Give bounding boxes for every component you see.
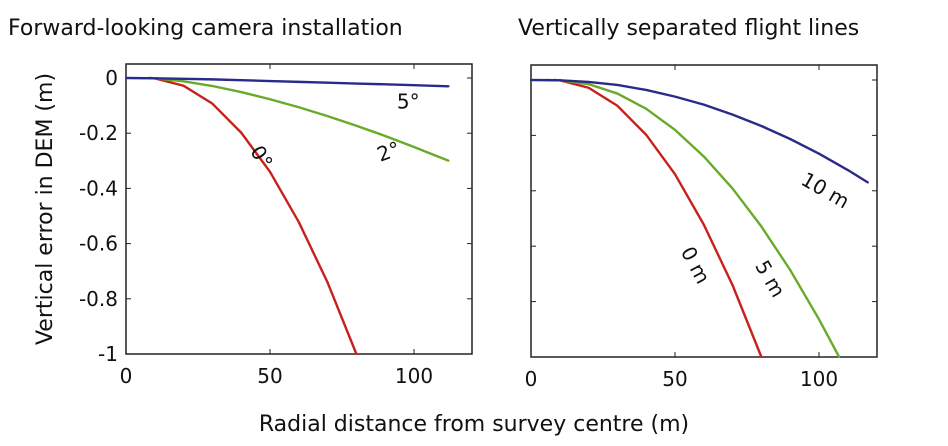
data-point [269, 80, 271, 83]
data-point [731, 113, 734, 116]
data-point [818, 152, 820, 155]
data-point [182, 80, 185, 83]
series-line [530, 78, 869, 184]
data-point [702, 103, 705, 106]
data-point [240, 79, 243, 82]
x-tick-label: 50 [257, 364, 282, 388]
data-point [240, 131, 243, 134]
data-point [447, 159, 450, 162]
data-point [616, 104, 619, 107]
data-point [731, 284, 734, 287]
data-point [674, 128, 676, 131]
x-tick-label: 0 [120, 364, 133, 388]
x-tick-label: 0 [525, 367, 538, 391]
data-point [413, 146, 415, 148]
series-label: 0 m [676, 242, 715, 287]
series-line [553, 78, 763, 358]
y-tick-label: -0.2 [79, 121, 118, 145]
y-axis-label: Vertical error in DEM (m) [33, 73, 58, 345]
data-point [384, 83, 387, 86]
data-point [355, 124, 358, 127]
data-point [645, 88, 648, 91]
data-point [587, 86, 590, 89]
data-point [558, 79, 561, 82]
data-point [846, 169, 849, 172]
left-chart-title: Forward-looking camera installation [8, 16, 403, 41]
data-point [240, 91, 243, 94]
data-point [818, 318, 820, 321]
y-tick-label: -1 [98, 342, 118, 366]
plot-frame [530, 64, 878, 358]
data-point [326, 281, 329, 284]
data-point [182, 84, 185, 87]
plot-frame [125, 63, 473, 355]
y-tick-label: -0.8 [79, 287, 118, 311]
data-point [182, 77, 185, 80]
data-point [674, 95, 676, 98]
x-tick-label: 50 [662, 367, 687, 391]
series-label: 10 m [797, 167, 853, 213]
data-point [789, 269, 792, 272]
data-point [789, 138, 792, 141]
data-point [530, 79, 532, 81]
y-tick-label: -0.4 [79, 176, 118, 200]
data-point [125, 77, 127, 79]
data-point [269, 98, 271, 101]
data-point [587, 83, 590, 86]
data-point [326, 81, 329, 84]
data-point [384, 134, 387, 137]
data-point [211, 102, 214, 105]
data-point [760, 356, 763, 358]
data-point [702, 155, 705, 158]
series-line [148, 76, 358, 355]
data-point [326, 115, 329, 118]
data-point [702, 223, 705, 226]
data-point [645, 133, 648, 136]
data-point [616, 92, 619, 95]
data-point [297, 221, 300, 224]
data-point [866, 181, 869, 184]
data-point [297, 106, 300, 109]
y-tick-label: -0.6 [79, 232, 118, 256]
data-point [838, 356, 841, 358]
data-point [731, 187, 734, 190]
data-point [153, 77, 156, 80]
data-point [447, 85, 450, 88]
series-line [545, 78, 841, 358]
data-point [760, 225, 763, 228]
data-point [616, 83, 619, 86]
data-point [211, 78, 214, 81]
x-tick-label: 100 [395, 364, 433, 388]
data-point [413, 84, 415, 87]
left-chart: 0 50 100 0 -0.2 -0.4 -0.6 -0.8 -1 Vertical error … [33, 63, 473, 388]
x-axis-label: Radial distance from survey centre (m) [258, 412, 690, 437]
series-line [125, 76, 449, 88]
data-point [269, 170, 271, 173]
data-point [645, 107, 648, 110]
data-point [211, 85, 214, 88]
right-chart-title: Vertically separated flight lines [518, 16, 860, 41]
x-tick-label: 100 [800, 367, 838, 391]
data-point [760, 124, 763, 127]
data-point [297, 80, 300, 83]
series-label: 5° [397, 89, 420, 113]
data-point [674, 173, 676, 176]
data-point [355, 82, 358, 85]
data-point [355, 353, 358, 355]
y-tick-label: 0 [105, 66, 118, 90]
series-line [148, 76, 450, 162]
data-point [587, 80, 590, 83]
